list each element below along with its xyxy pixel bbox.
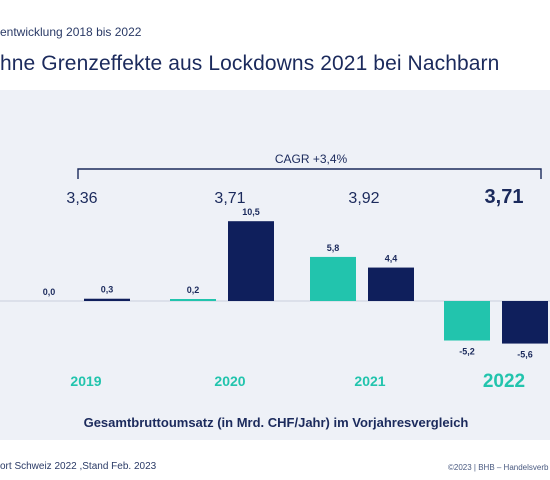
data-label-2020-s2: 10,5: [242, 207, 260, 217]
data-label-2019-s1: 0,0: [43, 287, 56, 297]
chart-subtitle: entwicklung 2018 bis 2022: [0, 25, 142, 39]
data-label-2022-s1: -5,2: [459, 347, 475, 357]
total-value-2021: 3,92: [348, 190, 379, 207]
bar-2021-s1: [310, 256, 356, 301]
bar-chart: CAGR +3,4% 3,36 3,71 3,92 3,71 0,0 0,2 5,8 -5,…: [0, 152, 550, 430]
copyright-note: ©2023 | BHB – Handelsverb: [448, 463, 549, 472]
data-label-2022-s2: -5,6: [517, 350, 533, 360]
chart-title: hne Grenzeffekte aus Lockdowns 2021 bei …: [0, 52, 500, 75]
cagr-label: CAGR +3,4%: [275, 152, 348, 166]
total-value-2020: 3,71: [214, 190, 245, 207]
year-label-2020: 2020: [214, 373, 245, 389]
year-label-2022: 2022: [483, 371, 525, 392]
data-label-2020-s1: 0,2: [187, 285, 200, 295]
bar-2022-s1: [444, 301, 490, 341]
year-label-2019: 2019: [70, 373, 101, 389]
source-note: ort Schweiz 2022 ,Stand Feb. 2023: [0, 461, 157, 472]
data-label-2021-s1: 5,8: [327, 243, 340, 253]
bar-2020-s2: [228, 221, 274, 301]
total-value-2019: 3,36: [66, 190, 97, 207]
bar-2019-s2: [84, 298, 130, 301]
cagr-bracket: [77, 168, 542, 179]
total-value-2022: 3,71: [485, 186, 524, 208]
data-label-2019-s2: 0,3: [101, 285, 114, 295]
x-axis-label: Gesamtbruttoumsatz (in Mrd. CHF/Jahr) im…: [84, 415, 469, 430]
bar-2022-s2: [502, 301, 548, 344]
year-label-2021: 2021: [354, 373, 385, 389]
chart-panel: CAGR +3,4% 3,36 3,71 3,92 3,71 0,0 0,2 5,8 -5,…: [0, 90, 550, 440]
data-label-2021-s2: 4,4: [385, 254, 398, 264]
bar-2020-s1: [170, 299, 216, 301]
bar-2021-s2: [368, 267, 414, 301]
